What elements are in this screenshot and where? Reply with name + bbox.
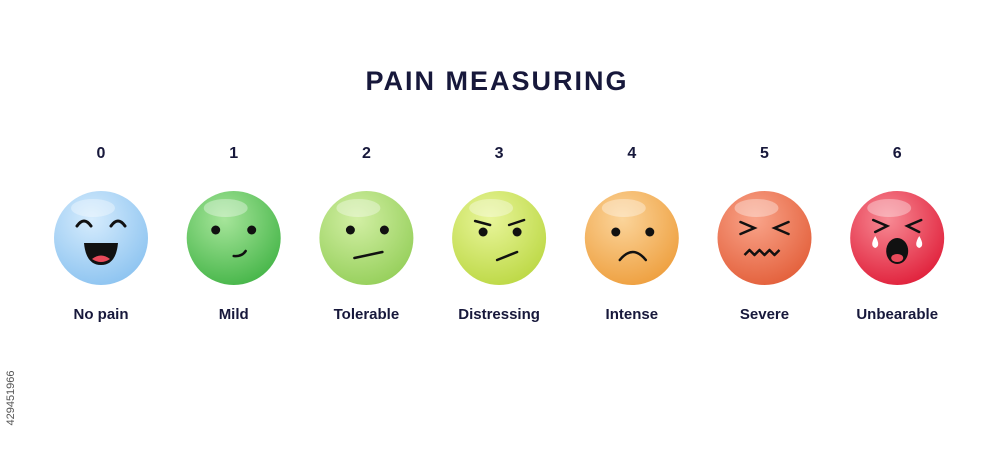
eye: [379, 225, 389, 235]
highlight: [469, 199, 514, 217]
face: [717, 191, 812, 285]
title: PAIN MEASURING: [365, 66, 628, 96]
eye: [247, 225, 257, 235]
tear: [916, 236, 923, 248]
face-circle: [584, 191, 679, 285]
face-circle: [319, 191, 414, 285]
eye: [109, 219, 127, 228]
eye: [904, 218, 923, 234]
mouth: [84, 243, 118, 265]
level-label: Tolerable: [334, 306, 400, 323]
brow: [473, 219, 492, 227]
highlight: [71, 199, 115, 217]
level-label: Unbearable: [856, 306, 938, 323]
highlight: [734, 199, 779, 217]
level-number: 6: [893, 145, 902, 162]
eye: [211, 225, 221, 235]
level-label: Intense: [606, 306, 659, 323]
eye: [645, 227, 655, 237]
face-circle: [717, 191, 812, 285]
level-label: Mild: [219, 306, 249, 323]
tongue: [891, 254, 904, 262]
eye: [512, 227, 522, 237]
face-circle: [452, 191, 547, 285]
mouth: [495, 250, 519, 262]
highlight: [203, 199, 248, 217]
level-number: 1: [229, 145, 238, 162]
brow: [507, 218, 526, 227]
mouth: [353, 250, 384, 260]
highlight: [601, 199, 646, 217]
level-number: 0: [97, 145, 106, 162]
face-circle: [186, 191, 281, 285]
highlight: [336, 199, 381, 217]
tongue: [92, 255, 110, 262]
eye: [478, 227, 488, 237]
face: [584, 191, 679, 285]
face: [54, 191, 148, 285]
face: [319, 191, 414, 285]
face: [186, 191, 281, 285]
mouth: [232, 249, 247, 258]
eye: [75, 219, 93, 228]
tear: [872, 236, 879, 248]
face: [850, 191, 945, 285]
face: [452, 191, 547, 285]
face-circle: [54, 191, 148, 285]
eye: [771, 220, 790, 236]
level-number: 3: [495, 145, 504, 162]
mouth: [618, 250, 648, 262]
eye: [871, 218, 891, 234]
level-label: Severe: [740, 306, 789, 323]
watermark-id: 429451966: [5, 370, 17, 425]
level-number: 2: [362, 145, 371, 162]
highlight: [867, 199, 912, 217]
level-label: Distressing: [458, 306, 540, 323]
level-number: 5: [760, 145, 769, 162]
level-number: 4: [627, 145, 636, 162]
level-label: No pain: [74, 306, 129, 323]
mouth: [743, 248, 781, 257]
eye: [611, 227, 621, 237]
eye: [345, 225, 355, 235]
eye: [739, 220, 758, 236]
